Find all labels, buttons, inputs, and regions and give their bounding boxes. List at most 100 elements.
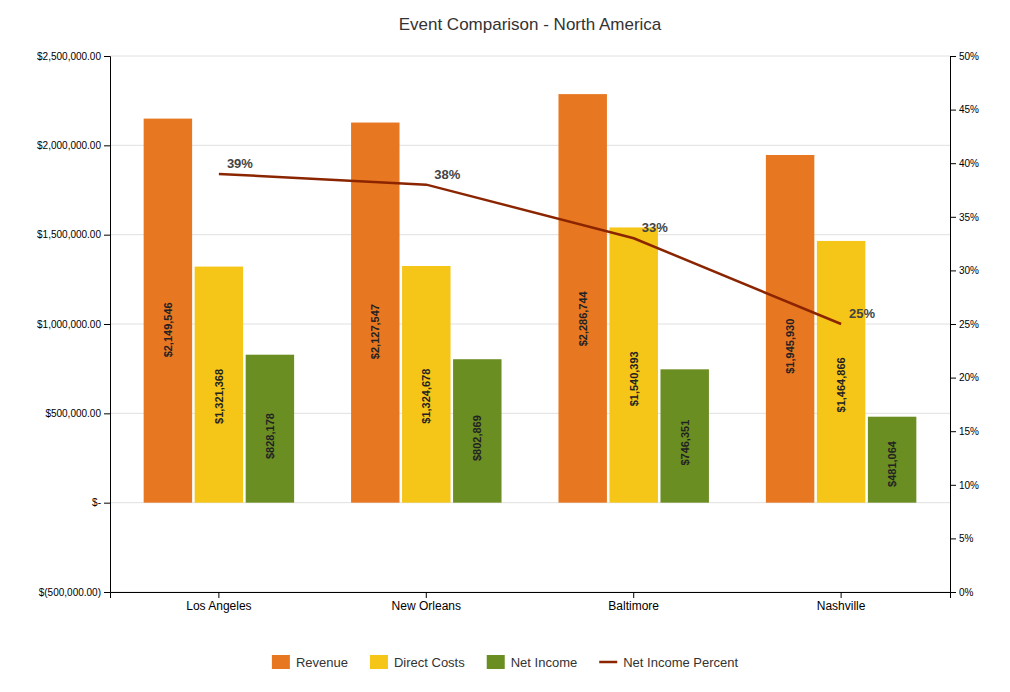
tick-mark [104,235,110,236]
tick-mark [950,378,956,379]
tick-label: $2,000,000.00 [37,140,101,151]
x-axis: Los Angeles New Orleans Baltimore Nashville [111,592,951,613]
legend-item: Net Income Percent [599,655,738,670]
labels: $2,149,546$2,127,547$2,286,744$1,945,930… [162,156,898,487]
bar [558,94,606,503]
legend-swatch [599,661,617,664]
legend-label: Direct Costs [394,655,465,670]
data-label: 25% [849,306,875,321]
tick-mark [950,110,956,111]
tick-label: $1,000,000.00 [37,319,101,330]
bar [868,417,916,503]
tick-mark [950,485,956,486]
tick-label: 20% [959,372,979,383]
tick: 5% [950,533,974,544]
tick-mark [104,145,110,146]
data-label: $2,286,744 [577,290,589,346]
grid-line [110,145,950,146]
tick-label: Baltimore [608,599,659,613]
data-label: $1,540,393 [628,351,640,406]
tick-label: 50% [959,51,979,62]
tick: 45% [950,104,979,115]
tick: 15% [950,426,979,437]
tick: 30% [950,265,979,276]
tick-label: 0% [959,587,974,598]
tick-label: New Orleans [392,599,461,613]
legend-item: Net Income [487,655,577,670]
bar-series [144,94,815,503]
tick-mark [950,163,956,164]
data-label: $481,064 [886,440,898,487]
legend-label: Revenue [296,655,348,670]
axis-line [951,57,957,593]
tick: 35% [950,212,979,223]
legend-swatch [370,655,388,669]
data-label: $802,869 [471,415,483,461]
data-label: 33% [642,220,668,235]
tick-mark [633,592,634,598]
tick-label: 10% [959,480,979,491]
plot: $(500,000.00) $- $500,000.00 $1,000,000.00 $… [37,51,979,613]
grid-line [110,234,950,235]
title: Event Comparison - North America [399,15,662,34]
tick-mark [950,431,956,432]
tick: New Orleans [392,592,461,613]
tick: $2,000,000.00 [37,140,110,151]
tick-mark [950,538,956,539]
tick-label: Los Angeles [186,599,251,613]
tick: 40% [950,158,979,169]
bar-series [246,355,917,503]
y-axis: $(500,000.00) $- $500,000.00 $1,000,000.00 $… [37,51,110,598]
tick-label: $1,500,000.00 [37,229,101,240]
tick-mark [104,503,110,504]
bar [817,241,865,503]
tick-mark [950,217,956,218]
data-label: $828,178 [264,413,276,459]
tick-mark [104,592,110,593]
tick-mark [950,324,956,325]
line [219,174,841,324]
legend-label: Net Income Percent [623,655,738,670]
tick-label: 25% [959,319,979,330]
tick-label: 35% [959,212,979,223]
tick-mark [104,413,110,414]
tick-label: 45% [959,104,979,115]
tick: $(500,000.00) [39,587,110,598]
tick: $- [92,497,110,508]
data-label: $1,945,930 [784,319,796,374]
tick-label: 5% [959,533,974,544]
tick-mark [104,324,110,325]
tick-label: 15% [959,426,979,437]
bar-series [195,227,866,502]
marks [144,94,917,503]
legend-swatch [272,655,290,669]
tick-mark [841,592,842,598]
legend-item: Direct Costs [370,655,465,670]
tick-mark [104,56,110,57]
tick: $500,000.00 [45,408,110,419]
bar [351,123,399,503]
tick: 20% [950,372,979,383]
axis-line [111,593,951,599]
data-label: $1,324,678 [420,369,432,424]
data-label: $1,464,866 [835,357,847,412]
tick-mark [950,56,956,57]
tick-label: $500,000.00 [45,408,101,419]
data-label: 39% [227,156,253,171]
tick-label: $(500,000.00) [39,587,101,598]
legend-swatch [487,655,505,669]
tick: $1,000,000.00 [37,319,110,330]
data-label: 38% [434,167,460,182]
tick: 25% [950,319,979,330]
tick: Los Angeles [186,592,251,613]
legend-label: Net Income [511,655,577,670]
tick-label: Nashville [817,599,866,613]
tick-mark [950,270,956,271]
bar [144,119,192,503]
tick: Nashville [817,592,866,613]
axis-line [104,57,111,593]
tick-mark [218,592,219,598]
chart: $(500,000.00) $- $500,000.00 $1,000,000.00 $… [0,0,1010,692]
tick: Baltimore [608,592,659,613]
legend-item: Revenue [272,655,348,670]
